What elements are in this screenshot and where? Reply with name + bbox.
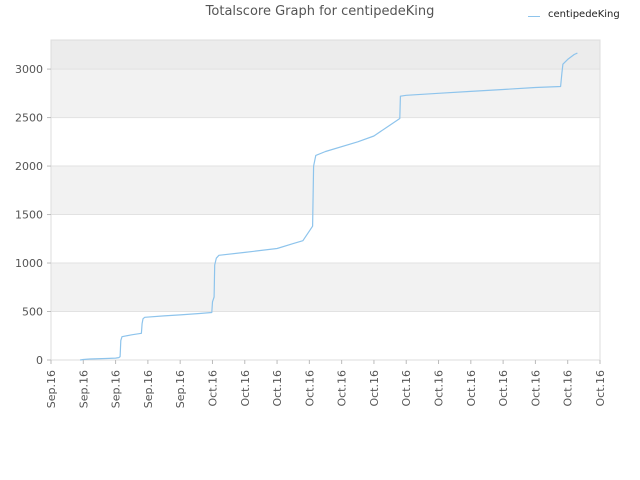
x-tick-label: Sep.16: [142, 370, 155, 408]
x-tick-label: Oct.16: [206, 370, 219, 407]
x-tick-label: Sep.16: [45, 370, 58, 408]
x-tick-label: Oct.16: [368, 370, 381, 407]
series-line: [80, 52, 578, 361]
plot-band: [51, 166, 600, 215]
x-tick-label: Oct.16: [239, 370, 252, 407]
plot-band: [51, 117, 600, 167]
x-tick-label: Oct.16: [433, 370, 446, 407]
x-tick-label: Oct.16: [529, 370, 542, 407]
y-tick-label: 500: [22, 306, 43, 319]
x-tick-label: Sep.16: [110, 370, 123, 408]
plot-bands: [51, 40, 600, 360]
y-axis: 0 500 1000 1500 2000 2500 3000: [15, 63, 51, 367]
plot-band: [51, 40, 600, 70]
plot-band: [51, 263, 600, 312]
x-tick-label: Sep.16: [174, 370, 187, 408]
x-tick-label: Oct.16: [271, 370, 284, 407]
x-tick-label: Oct.16: [497, 370, 510, 407]
series-layer: [80, 52, 578, 361]
x-tick-label: Oct.16: [400, 370, 413, 407]
plot-frame: [50, 39, 601, 361]
x-tick-label: Oct.16: [336, 370, 349, 407]
y-tick-label: 1000: [15, 257, 43, 270]
legend-swatch: [528, 16, 540, 17]
x-tick-label: Sep.16: [77, 370, 90, 408]
plot-band: [51, 69, 600, 118]
x-tick-label: Oct.16: [303, 370, 316, 407]
x-axis: Sep.16 Sep.16 Sep.16 Sep.16 Sep.16 Oct.16 Oct.…: [45, 360, 607, 408]
x-tick-label: Oct.16: [562, 370, 575, 407]
chart-title: Totalscore Graph for centipedeKing: [205, 4, 435, 19]
y-tick-label: 2500: [15, 112, 43, 125]
plot-band: [51, 311, 600, 360]
x-tick-label: Oct.16: [594, 370, 607, 407]
x-tick-label: Oct.16: [465, 370, 478, 407]
plot-band: [51, 214, 600, 264]
y-tick-label: 2000: [15, 160, 43, 173]
y-tick-label: 0: [36, 354, 43, 367]
y-tick-label: 3000: [15, 63, 43, 76]
y-tick-label: 1500: [15, 209, 43, 222]
legend-label: centipedeKing: [548, 9, 620, 20]
